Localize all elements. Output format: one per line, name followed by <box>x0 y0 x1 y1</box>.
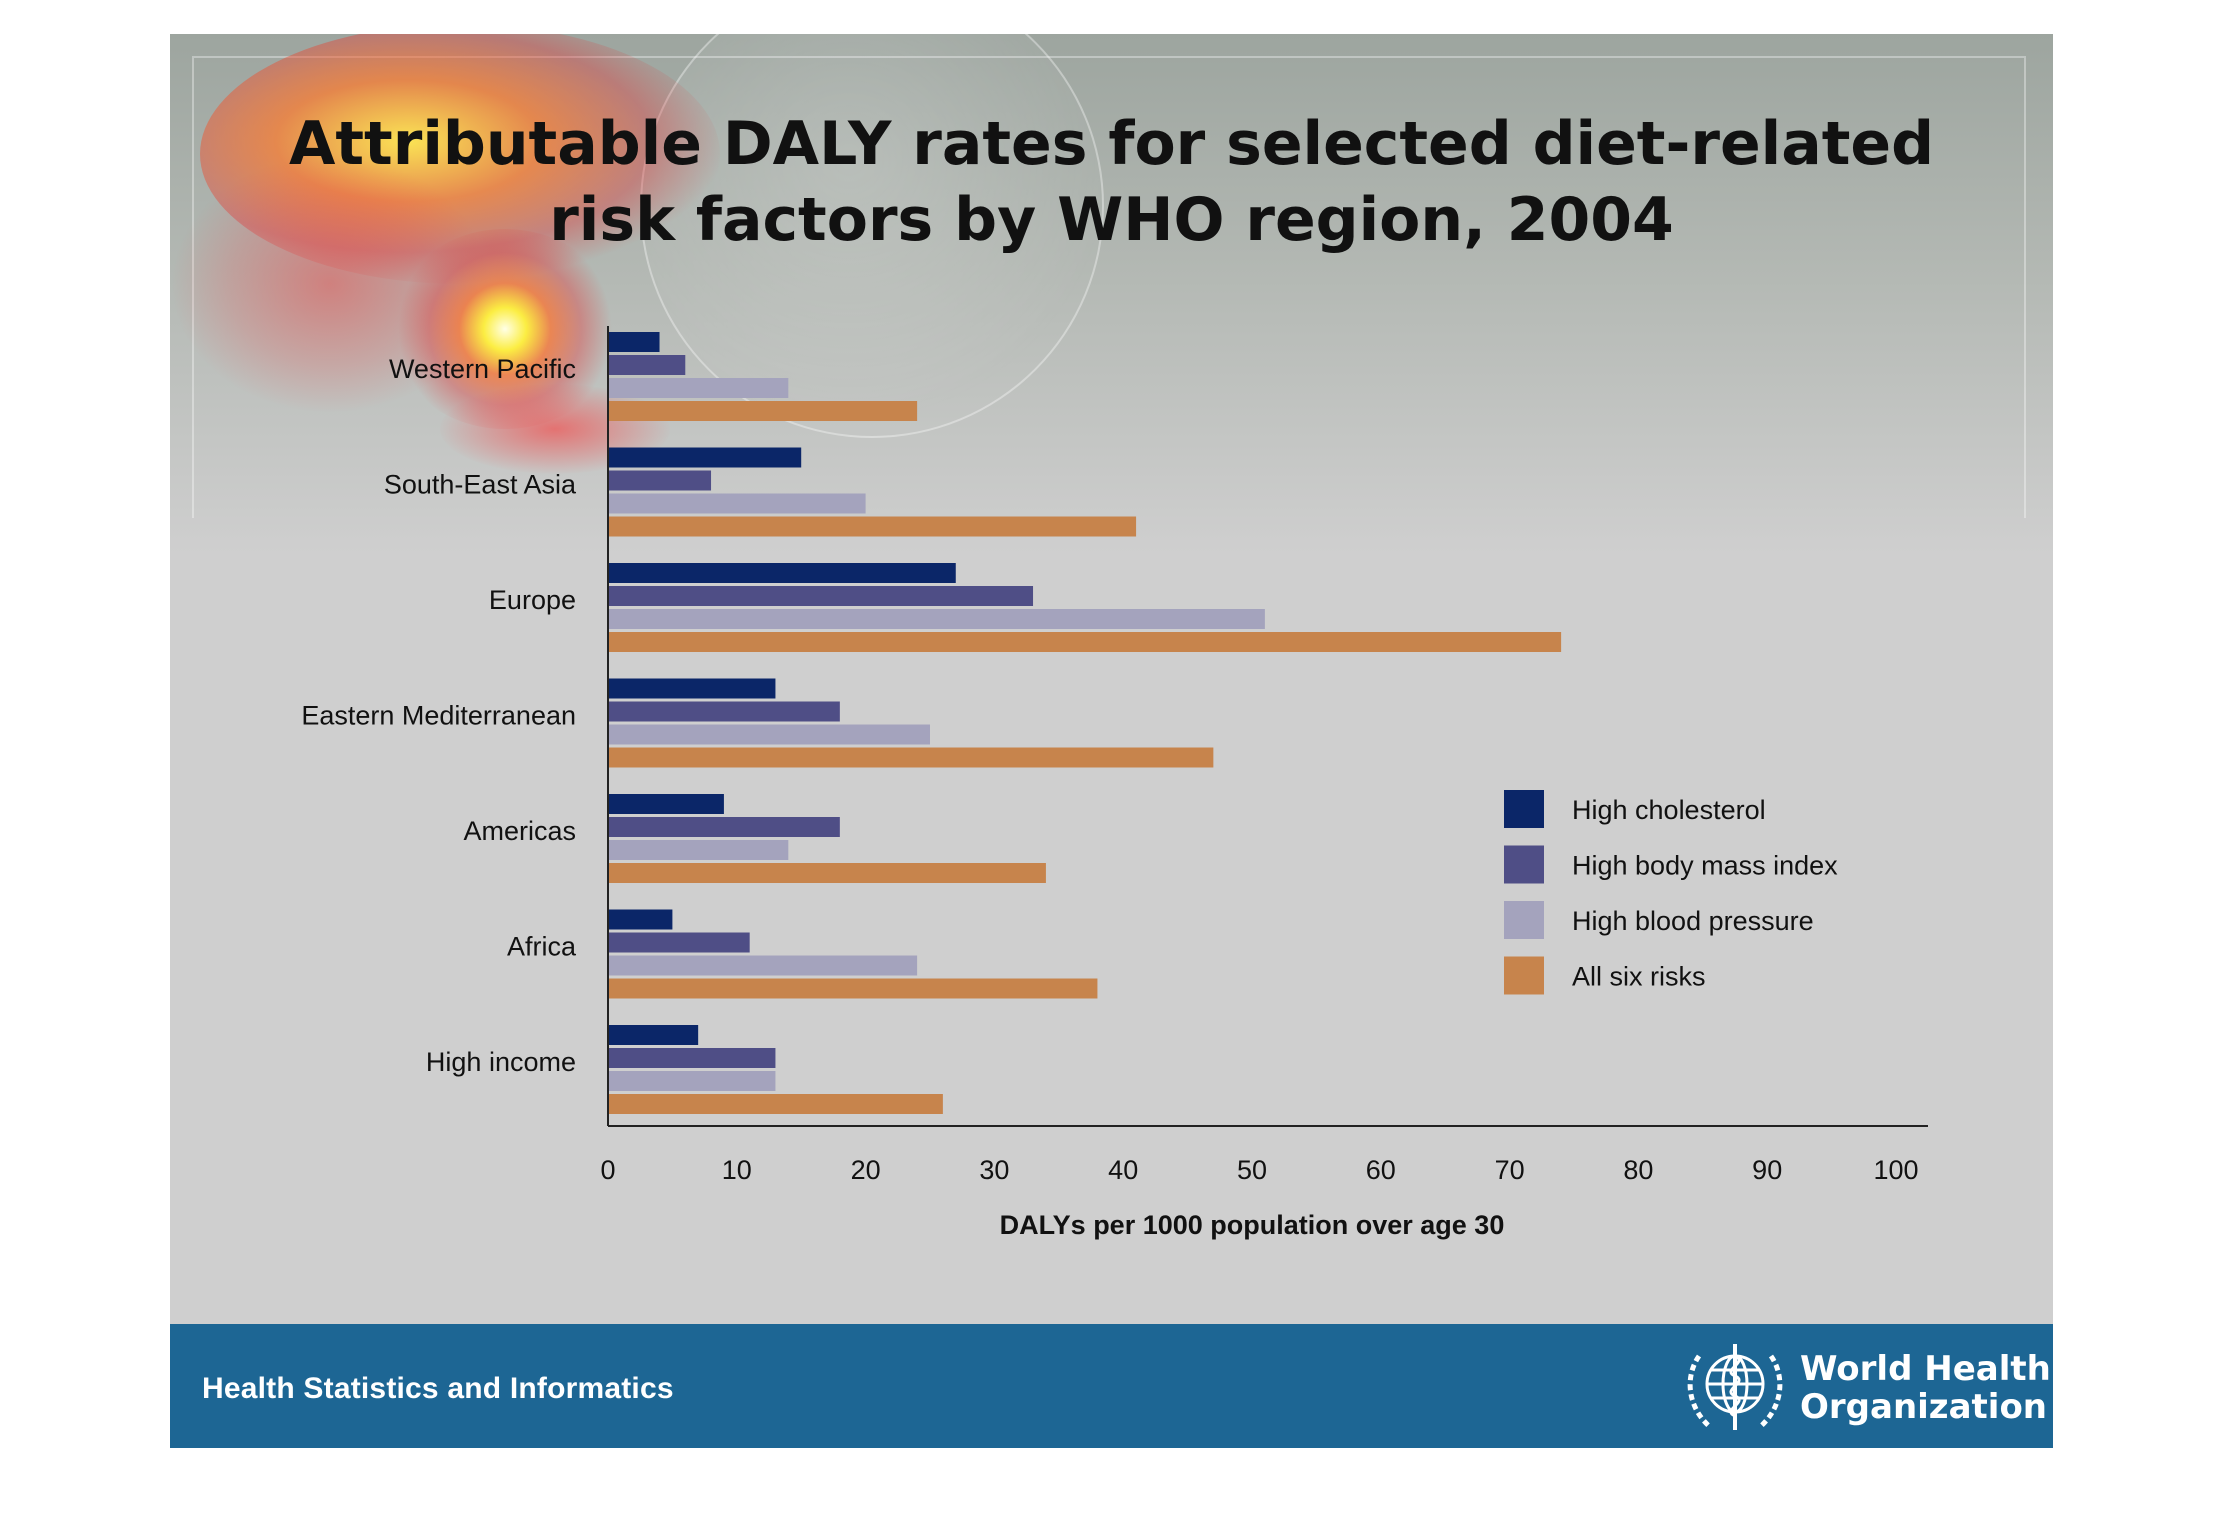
category-label: Africa <box>507 932 577 962</box>
bar <box>608 1071 776 1091</box>
legend-swatch <box>1504 845 1544 884</box>
x-tick-label: 60 <box>1366 1155 1396 1185</box>
legend-label: High cholesterol <box>1572 795 1766 825</box>
chart-title-line2: risk factors by WHO region, 2004 <box>549 185 1674 255</box>
bar <box>608 632 1562 652</box>
footer-bar: Health Statistics and Informatics World … <box>170 1324 2053 1448</box>
chart-title-line1: Attributable DALY rates for selected die… <box>288 109 1935 179</box>
bar <box>608 516 1137 537</box>
legend-swatch <box>1504 790 1544 828</box>
x-tick-label: 80 <box>1623 1155 1653 1185</box>
bar <box>608 470 712 491</box>
legend-swatch <box>1504 956 1544 995</box>
who-name-line2: Organization <box>1800 1387 2048 1427</box>
footer-text: Health Statistics and Informatics <box>202 1372 674 1405</box>
x-tick-label: 100 <box>1873 1155 1918 1185</box>
legend-label: All six risks <box>1572 962 1706 992</box>
category-label: High income <box>426 1047 576 1077</box>
x-tick-label: 90 <box>1752 1155 1782 1185</box>
bar <box>608 724 930 745</box>
bar <box>608 701 840 722</box>
category-label: Eastern Mediterranean <box>301 701 576 731</box>
bar <box>608 586 1034 606</box>
legend-label: High blood pressure <box>1572 906 1814 936</box>
x-tick-label: 20 <box>851 1155 881 1185</box>
bar <box>608 332 660 352</box>
bar <box>608 863 1046 883</box>
bar <box>608 817 840 837</box>
bar <box>608 447 802 468</box>
bar-chart: Western Pacific South-East Asia Europe East… <box>301 326 1928 1240</box>
who-emblem-icon <box>1687 1344 1783 1430</box>
bar <box>608 747 1214 768</box>
legend-label: High body mass index <box>1572 851 1838 881</box>
slide: Attributable DALY rates for selected die… <box>170 34 2053 1448</box>
bar <box>608 1025 699 1045</box>
who-name: World Health Organization <box>1800 1350 2051 1426</box>
bar <box>608 401 918 421</box>
bar <box>608 978 1098 999</box>
bar <box>608 563 956 583</box>
x-tick-label: 0 <box>600 1155 615 1185</box>
bar <box>608 355 686 375</box>
legend-swatch <box>1504 901 1544 939</box>
x-tick-label: 10 <box>722 1155 752 1185</box>
chart-title: Attributable DALY rates for selected die… <box>170 106 2053 258</box>
globe-background <box>640 34 1104 438</box>
x-tick-label: 70 <box>1495 1155 1525 1185</box>
bar <box>608 493 866 514</box>
bar <box>608 1048 776 1068</box>
bar <box>608 932 750 953</box>
bar <box>608 609 1265 629</box>
category-label: Americas <box>463 816 576 846</box>
bar <box>608 909 673 930</box>
bar <box>608 840 789 860</box>
category-label: South-East Asia <box>384 470 577 500</box>
bar <box>608 678 776 699</box>
header-frame <box>192 56 2026 518</box>
x-tick-label: 30 <box>979 1155 1009 1185</box>
bar <box>608 955 918 976</box>
bar <box>608 794 724 814</box>
bar <box>608 378 789 398</box>
x-tick-label: 50 <box>1237 1155 1267 1185</box>
x-tick-label: 40 <box>1108 1155 1138 1185</box>
who-name-line1: World Health <box>1800 1349 2051 1389</box>
category-label: Europe <box>489 585 576 615</box>
category-label: Western Pacific <box>389 354 576 384</box>
x-axis-label: DALYs per 1000 population over age 30 <box>1000 1210 1505 1240</box>
bar <box>608 1094 943 1114</box>
